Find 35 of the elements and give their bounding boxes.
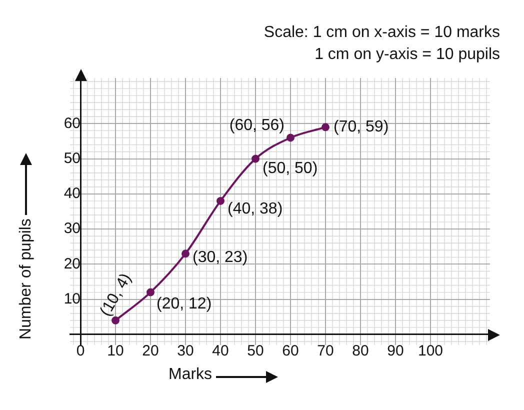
x-tick-label: 70 <box>317 342 334 360</box>
y-tick-label: 10 <box>64 290 80 308</box>
data-label: (10, 4) <box>97 270 135 320</box>
data-label: (50, 50) <box>262 160 318 178</box>
x-tick-label: 20 <box>142 342 159 360</box>
point <box>112 316 120 324</box>
data-label: (40, 38) <box>228 200 283 218</box>
x-tick-label: 100 <box>418 342 444 360</box>
x-tick-label: 60 <box>282 342 299 360</box>
data-label: (70, 59) <box>334 118 389 136</box>
x-tick-label: 80 <box>352 342 369 360</box>
y-axis-title: Number of pupils <box>16 218 35 340</box>
data-label: (60, 56) <box>229 117 284 134</box>
point <box>252 154 260 163</box>
y-tick-label: 50 <box>64 150 80 167</box>
x-tick-label: 90 <box>387 342 404 360</box>
point <box>146 288 154 296</box>
data-label: (30, 23) <box>192 249 248 266</box>
x-tick-label: 40 <box>212 342 229 360</box>
point <box>182 250 190 258</box>
text: Scale: 1 cm on x-axis = 10 marks <box>262 24 502 42</box>
x-tick-label: 50 <box>247 342 264 360</box>
y-tick-label: 40 <box>64 185 80 202</box>
text: 1 cm on y-axis = 10 pupils <box>312 46 502 64</box>
point <box>322 123 330 132</box>
y-tick-label: 30 <box>64 220 80 238</box>
x-axis-title: Marks <box>168 366 212 384</box>
y-tick-label: 60 <box>64 114 80 132</box>
x-tick-label: 30 <box>177 342 194 360</box>
x-tick-label: 10 <box>107 342 124 360</box>
point <box>216 196 224 205</box>
point <box>286 134 294 142</box>
y-tick-label: 20 <box>64 255 80 272</box>
data-label: (20, 12) <box>156 296 212 313</box>
x-tick-label: 0 <box>76 342 85 360</box>
